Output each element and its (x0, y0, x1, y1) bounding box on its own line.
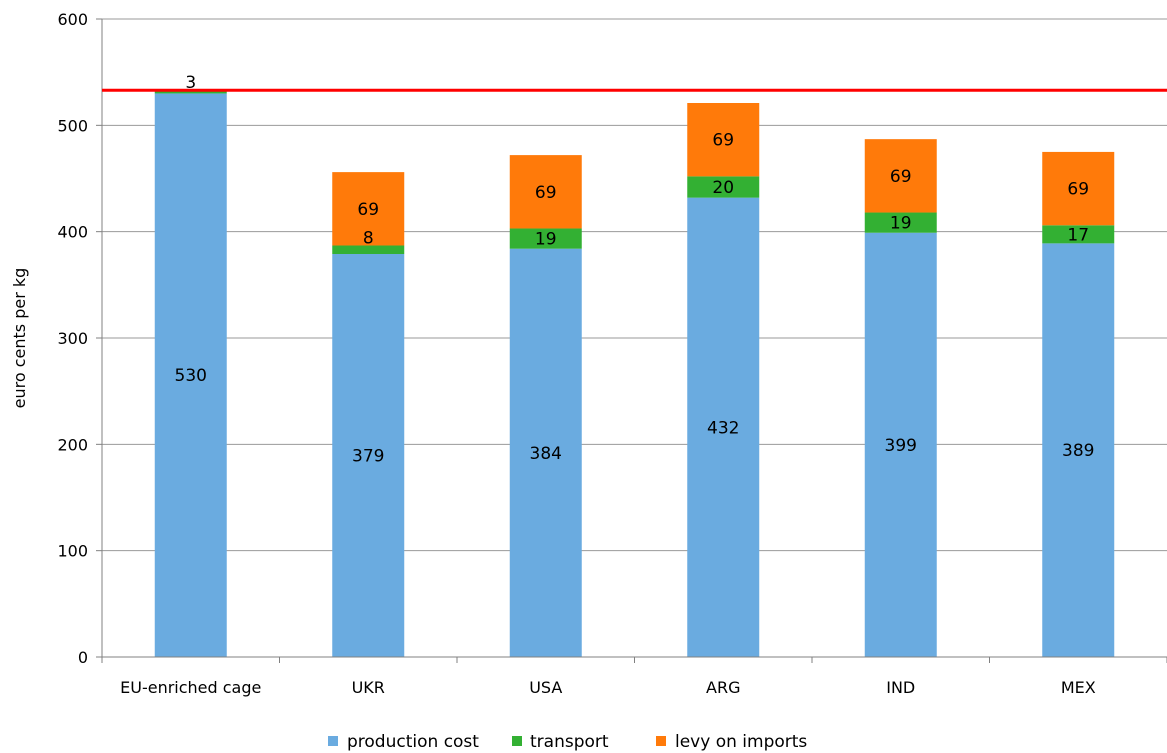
legend-label-levy-on-imports: levy on imports (675, 732, 807, 752)
y-tick-label: 300 (57, 329, 88, 348)
data-label: 384 (530, 444, 562, 464)
x-tick-label: EU-enriched cage (120, 678, 261, 697)
y-tick-label: 400 (57, 223, 88, 242)
data-label: 19 (535, 230, 557, 250)
bar-segment (864, 212, 937, 233)
bar-segment (332, 245, 405, 254)
data-label: 3 (185, 73, 196, 93)
bars (154, 90, 1115, 658)
y-tick-label: 200 (57, 435, 88, 454)
y-tick-label: 0 (78, 648, 88, 667)
y-tick-label: 500 (57, 116, 88, 135)
data-label: 8 (363, 228, 374, 248)
bar-segment (509, 248, 582, 657)
bar-segment (687, 103, 760, 177)
data-label: 432 (707, 418, 739, 438)
data-label: 20 (712, 178, 734, 198)
bar-segment (1042, 243, 1115, 657)
legend: production cost transport levy on import… (328, 732, 807, 752)
data-label: 19 (890, 214, 912, 234)
data-labels: 530 3 379 8 69 384 19 69 432 20 69 399 19 69 389 17 69 (175, 73, 1095, 466)
data-label: 69 (357, 200, 379, 220)
bar-segment (687, 176, 760, 198)
data-label: 530 (175, 366, 207, 386)
bar-segment (332, 253, 405, 657)
gridlines (102, 18, 1167, 552)
legend-swatch-transport (512, 736, 522, 746)
legend-label-transport: transport (530, 732, 609, 752)
data-label: 399 (885, 436, 917, 456)
y-tick-label: 600 (57, 10, 88, 29)
legend-swatch-production-cost (328, 736, 338, 746)
bar-segment (509, 228, 582, 249)
legend-label-production-cost: production cost (347, 732, 479, 752)
data-label: 69 (890, 167, 912, 187)
bar-segment (864, 139, 937, 213)
bar-segment (509, 155, 582, 229)
data-label: 69 (712, 131, 734, 151)
x-tick-label: IND (886, 678, 915, 697)
y-axis-title: euro cents per kg (10, 268, 29, 409)
x-tick-label: ARG (706, 678, 740, 697)
data-label: 69 (535, 183, 557, 203)
data-label: 379 (352, 446, 384, 466)
data-label: 69 (1067, 180, 1089, 200)
bar-segment (154, 90, 227, 94)
x-tick-label: MEX (1061, 678, 1096, 697)
legend-swatch-levy-on-imports (656, 736, 666, 746)
bar-segment (864, 232, 937, 658)
axes: 0 100 200 300 400 500 600 EU-enriched cage UKR US… (57, 10, 1167, 697)
bar-segment (1042, 151, 1115, 226)
data-label: 17 (1067, 225, 1089, 245)
bar-segment (154, 93, 227, 657)
y-tick-label: 100 (57, 542, 88, 561)
x-tick-label: UKR (352, 678, 385, 697)
bar-segment (1042, 225, 1115, 244)
bar-segment (332, 172, 405, 246)
data-label: 389 (1062, 441, 1094, 461)
bar-segment (687, 197, 760, 657)
x-tick-label: USA (529, 678, 562, 697)
